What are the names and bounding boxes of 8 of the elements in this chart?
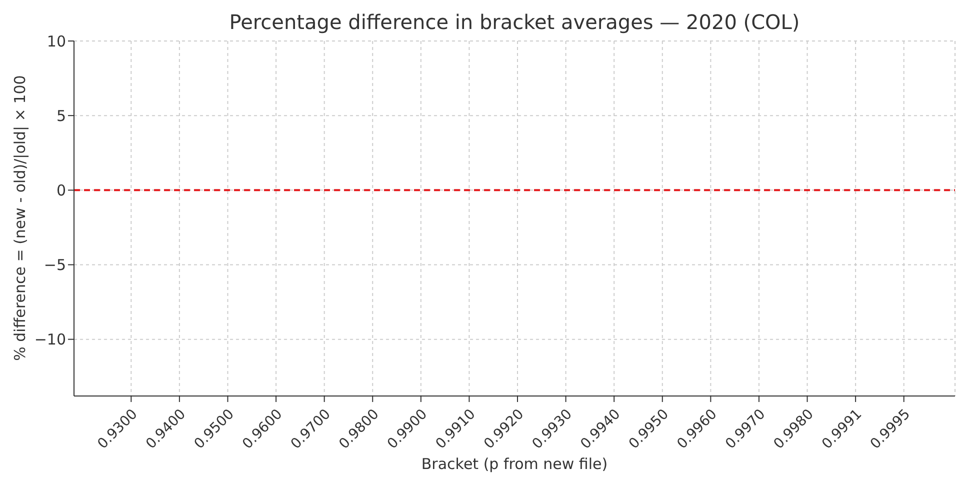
y-axis-title: % difference = (new - old)/|old| × 100 <box>11 74 29 363</box>
y-tick-label: 5 <box>56 106 66 125</box>
y-tick-label: −10 <box>34 330 66 349</box>
y-tick-label: 0 <box>56 181 66 200</box>
y-tick-label: −5 <box>44 256 66 274</box>
x-axis-title: Bracket (p from new file) <box>420 455 609 473</box>
chart-title: Percentage difference in bracket averages — 2020 (COL) <box>228 10 801 34</box>
y-tick-label: 10 <box>46 32 66 50</box>
